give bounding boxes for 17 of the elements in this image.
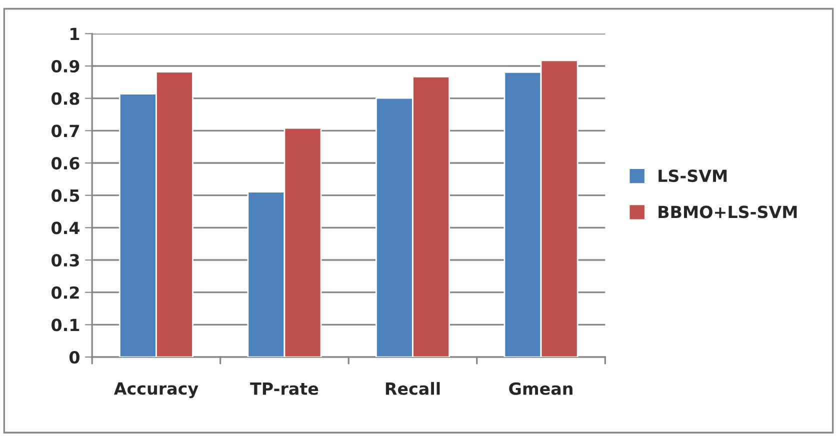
x-tick-label: TP-rate: [250, 382, 318, 395]
y-tick-label: 1: [70, 28, 80, 40]
x-tick-label: Recall: [386, 382, 440, 395]
y-tick-label: 0.9: [52, 60, 80, 73]
y-tick-label: 0: [69, 350, 80, 364]
legend-label: LS-SVM: [658, 170, 727, 182]
x-tick-label: Accuracy: [114, 382, 198, 398]
y-tick-label: 0.3: [52, 254, 79, 267]
y-tick-label: 0.4: [52, 222, 80, 234]
x-tick-label: Gmean: [509, 382, 572, 395]
y-tick-label: 0.8: [52, 92, 80, 105]
legend-label: BBMO+LS-SVM: [658, 206, 797, 218]
y-tick-label: 0.6: [52, 156, 80, 170]
y-tick-label: 0.7: [52, 124, 79, 138]
y-tick-label: 0.2: [52, 286, 79, 299]
y-tick-label: 0.1: [52, 318, 80, 332]
y-tick-label: 0.5: [52, 189, 80, 202]
